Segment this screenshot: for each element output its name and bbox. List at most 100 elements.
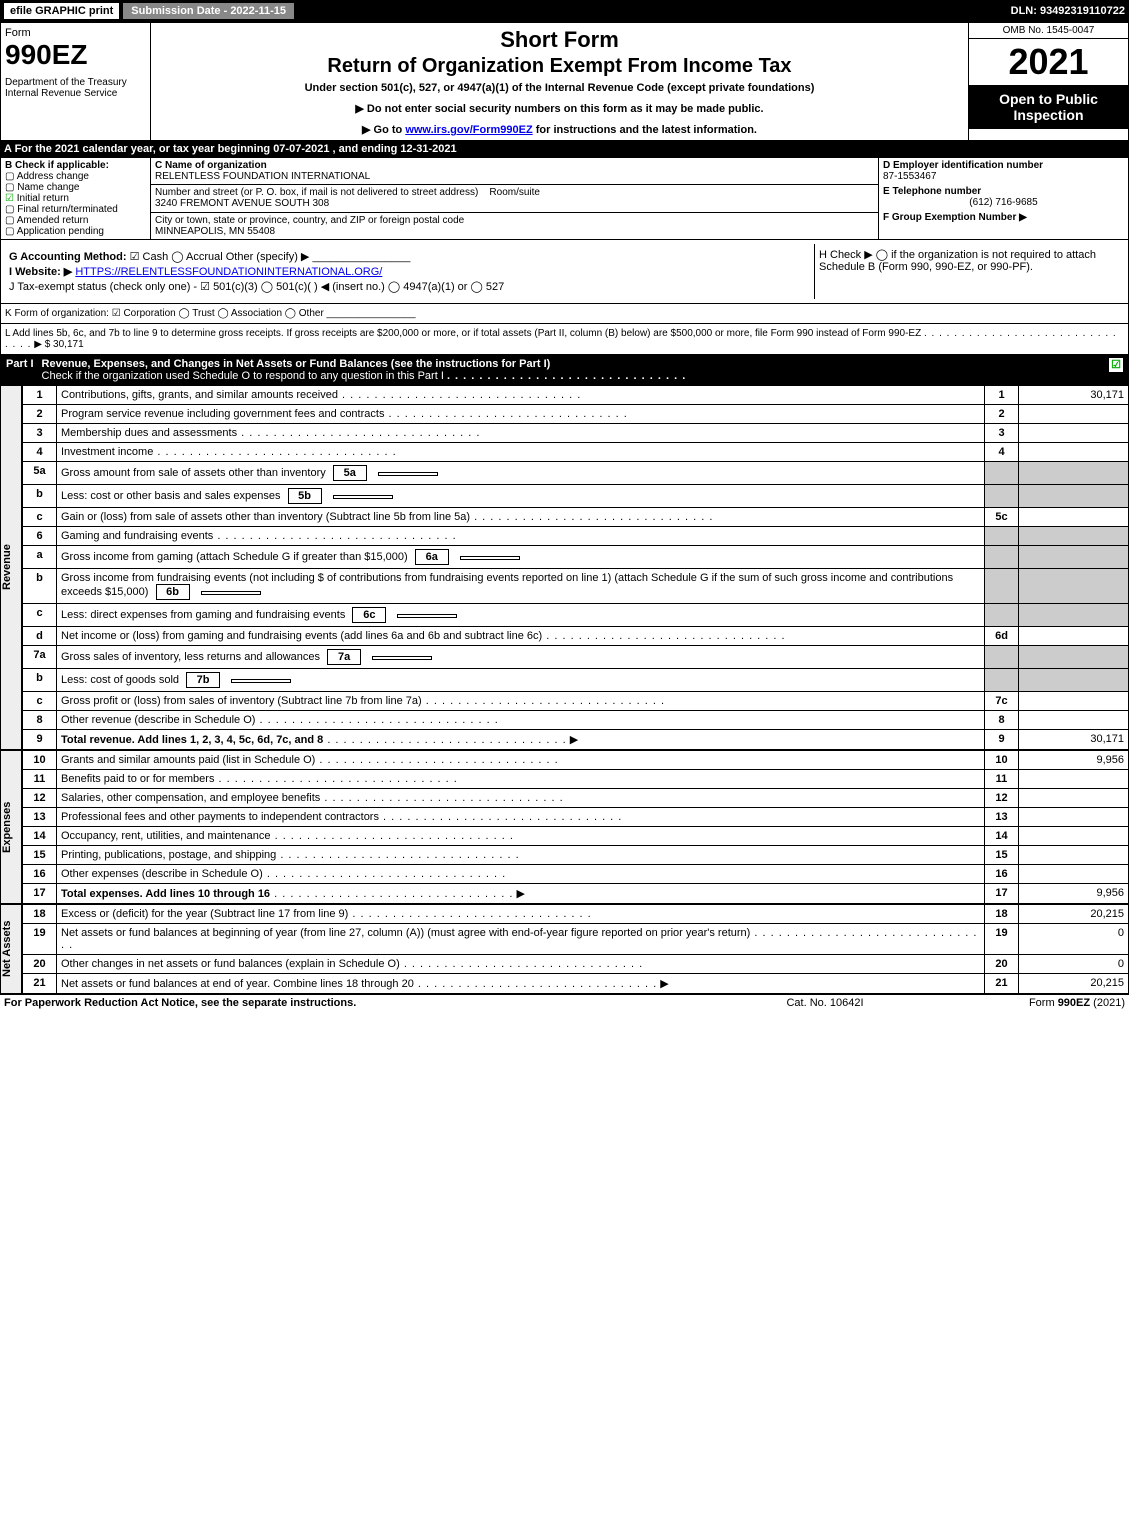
line-desc: Less: cost of goods sold 7b (57, 669, 985, 692)
line-desc: Printing, publications, postage, and shi… (57, 846, 985, 865)
line-amount (1019, 546, 1129, 569)
line-desc: Membership dues and assessments (57, 424, 985, 443)
line-num: c (23, 508, 57, 527)
line-row: 12Salaries, other compensation, and empl… (23, 789, 1129, 808)
line-amount: 0 (1019, 955, 1129, 974)
line-colnum: 7c (985, 692, 1019, 711)
part1-title: Revenue, Expenses, and Changes in Net As… (42, 358, 1109, 382)
line-amount (1019, 485, 1129, 508)
part1-checkbox[interactable]: ☑ (1109, 358, 1123, 372)
line-row: 2Program service revenue including gover… (23, 405, 1129, 424)
line-num: 1 (23, 386, 57, 405)
box-c-label: C Name of organization (155, 160, 267, 171)
efile-label[interactable]: efile GRAPHIC print (4, 3, 119, 19)
form-word: Form (5, 27, 146, 39)
page-footer: For Paperwork Reduction Act Notice, see … (0, 994, 1129, 1011)
line-desc: Gross income from gaming (attach Schedul… (57, 546, 985, 569)
line-num: 14 (23, 827, 57, 846)
line-amount (1019, 569, 1129, 604)
line-desc: Benefits paid to or for members (57, 770, 985, 789)
footer-right: Form 990EZ (2021) (925, 997, 1125, 1009)
ssn-note: ▶ Do not enter social security numbers o… (155, 102, 964, 115)
line-desc: Total expenses. Add lines 10 through 16 … (57, 884, 985, 904)
line-amount (1019, 405, 1129, 424)
line-colnum (985, 485, 1019, 508)
submission-date: Submission Date - 2022-11-15 (123, 3, 294, 19)
footer-form: 990EZ (1058, 997, 1090, 1009)
line-desc: Gaming and fundraising events (57, 527, 985, 546)
line-colnum: 20 (985, 955, 1019, 974)
line-colnum (985, 546, 1019, 569)
inner-amt (397, 614, 457, 618)
inner-num: 7b (186, 672, 220, 688)
line-num: 6 (23, 527, 57, 546)
line-amount (1019, 770, 1129, 789)
line-num: 20 (23, 955, 57, 974)
inner-num: 5b (288, 488, 322, 504)
box-b-item[interactable]: Amended return (5, 215, 146, 226)
line-i-label: I Website: ▶ (9, 266, 72, 278)
line-g-opts: ☑ Cash ◯ Accrual Other (specify) ▶ (130, 251, 310, 263)
dots-icon (447, 370, 686, 382)
box-f-label: F Group Exemption Number ▶ (883, 212, 1124, 223)
netassets-vlabel: Net Assets (0, 904, 22, 994)
line-colnum (985, 646, 1019, 669)
inner-amt (333, 495, 393, 499)
line-row: 17Total expenses. Add lines 10 through 1… (23, 884, 1129, 904)
irs-link[interactable]: www.irs.gov/Form990EZ (405, 124, 532, 136)
line-num: 5a (23, 462, 57, 485)
line-row: bLess: cost of goods sold 7b (23, 669, 1129, 692)
phone: (612) 716-9685 (883, 197, 1124, 208)
line-desc: Contributions, gifts, grants, and simila… (57, 386, 985, 405)
box-c-street: Number and street (or P. O. box, if mail… (151, 185, 879, 212)
line-num: 13 (23, 808, 57, 827)
box-def: D Employer identification number 87-1553… (879, 158, 1129, 240)
line-desc: Gross income from fundraising events (no… (57, 569, 985, 604)
part1-check-note: Check if the organization used Schedule … (42, 370, 444, 382)
line-num: 2 (23, 405, 57, 424)
line-num: 9 (23, 730, 57, 750)
expenses-section: Expenses 10Grants and similar amounts pa… (0, 750, 1129, 904)
line-desc: Salaries, other compensation, and employ… (57, 789, 985, 808)
line-row: bGross income from fundraising events (n… (23, 569, 1129, 604)
form-title: Return of Organization Exempt From Incom… (155, 55, 964, 78)
line-desc: Other revenue (describe in Schedule O) (57, 711, 985, 730)
line-amount: 9,956 (1019, 751, 1129, 770)
lines-g-to-j: G Accounting Method: ☑ Cash ◯ Accrual Ot… (0, 240, 1129, 304)
city: MINNEAPOLIS, MN 55408 (155, 226, 275, 237)
line-desc: Professional fees and other payments to … (57, 808, 985, 827)
website-link[interactable]: HTTPS://RELENTLESSFOUNDATIONINTERNATIONA… (75, 266, 382, 278)
box-b-item[interactable]: Name change (5, 182, 146, 193)
box-b-item[interactable]: Application pending (5, 226, 146, 237)
box-b-item[interactable]: Final return/terminated (5, 204, 146, 215)
line-amount (1019, 692, 1129, 711)
line-num: 7a (23, 646, 57, 669)
line-num: d (23, 627, 57, 646)
line-amount (1019, 462, 1129, 485)
line-l: L Add lines 5b, 6c, and 7b to line 9 to … (0, 324, 1129, 355)
box-e-label: E Telephone number (883, 186, 1124, 197)
ein: 87-1553467 (883, 171, 1124, 182)
under-section: Under section 501(c), 527, or 4947(a)(1)… (155, 82, 964, 94)
line-colnum: 4 (985, 443, 1019, 462)
box-b-item[interactable]: Address change (5, 171, 146, 182)
line-amount (1019, 789, 1129, 808)
line-row: 14Occupancy, rent, utilities, and mainte… (23, 827, 1129, 846)
line-desc: Less: direct expenses from gaming and fu… (57, 604, 985, 627)
line-amount (1019, 846, 1129, 865)
line-desc: Net assets or fund balances at end of ye… (57, 974, 985, 994)
open-to-public: Open to Public Inspection (969, 85, 1128, 129)
line-row: 10Grants and similar amounts paid (list … (23, 751, 1129, 770)
city-label: City or town, state or province, country… (155, 215, 464, 226)
line-g: G Accounting Method: ☑ Cash ◯ Accrual Ot… (9, 250, 810, 263)
line-row: 21Net assets or fund balances at end of … (23, 974, 1129, 994)
line-colnum: 21 (985, 974, 1019, 994)
header-right: OMB No. 1545-0047 2021 Open to Public In… (968, 23, 1128, 140)
line-row: bLess: cost or other basis and sales exp… (23, 485, 1129, 508)
box-b-item[interactable]: Initial return (5, 193, 146, 204)
line-i: I Website: ▶ HTTPS://RELENTLESSFOUNDATIO… (9, 265, 810, 278)
box-b-title: B Check if applicable: (5, 160, 146, 171)
line-amount: 9,956 (1019, 884, 1129, 904)
line-num: 19 (23, 924, 57, 955)
line-num: 11 (23, 770, 57, 789)
